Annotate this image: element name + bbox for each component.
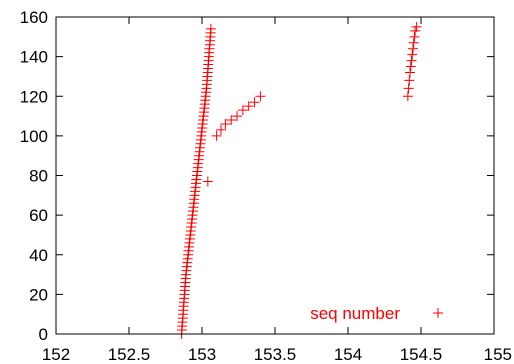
data-point-0-78: [202, 176, 213, 187]
y-tick-label-6: 120: [20, 87, 48, 106]
y-tick-label-5: 100: [20, 127, 48, 146]
legend-marker: [433, 308, 443, 318]
data-point-0-88: [402, 91, 413, 102]
legend: seq number: [310, 304, 443, 323]
x-tick-label-1: 152.5: [108, 345, 151, 364]
data-point-0-79: [211, 130, 222, 141]
axis-tick-labels: 0 20 40 60 80 100 120 140 160 152 152.5 153 153.5 154…: [20, 8, 512, 364]
data-point-0-80: [215, 124, 226, 135]
data-point-0-83: [232, 111, 243, 122]
y-tick-label-0: 0: [39, 325, 48, 344]
y-tick-label-2: 40: [29, 246, 48, 265]
data-point-0-87: [255, 91, 266, 102]
data-point-0-96: [408, 37, 419, 48]
x-tick-label-5: 154.5: [400, 345, 443, 364]
data-point-0-85: [243, 101, 254, 112]
legend-marker-symbol: [433, 308, 443, 318]
data-point-0-86: [249, 97, 260, 108]
y-tick-label-8: 160: [20, 8, 48, 27]
data-point-0-99: [411, 21, 422, 32]
y-tick-label-1: 20: [29, 285, 48, 304]
data-point-0-89: [403, 83, 414, 94]
data-point-0-91: [405, 67, 416, 78]
y-tick-label-7: 140: [20, 48, 48, 67]
data-point-0-81: [220, 118, 231, 129]
data-point-0-92: [405, 61, 416, 72]
x-tick-label-3: 153.5: [254, 345, 297, 364]
data-point-0-82: [226, 115, 237, 126]
data-point-0-98: [410, 25, 421, 36]
x-tick-label-6: 155: [484, 345, 512, 364]
legend-label: seq number: [310, 304, 400, 323]
data-point-0-90: [404, 75, 415, 86]
data-point-0-94: [407, 49, 418, 60]
data-point-0-77: [205, 23, 216, 34]
data-point-0-97: [409, 31, 420, 42]
data-point-0-84: [237, 105, 248, 116]
data-point-0-95: [407, 43, 418, 54]
y-tick-label-4: 80: [29, 167, 48, 186]
data-points: [176, 21, 422, 339]
x-tick-label-0: 152: [42, 345, 70, 364]
data-point-0-93: [406, 55, 417, 66]
plot-frame: [55, 16, 495, 335]
y-tick-label-3: 60: [29, 206, 48, 225]
x-tick-label-4: 154: [334, 345, 362, 364]
x-tick-label-2: 153: [188, 345, 216, 364]
